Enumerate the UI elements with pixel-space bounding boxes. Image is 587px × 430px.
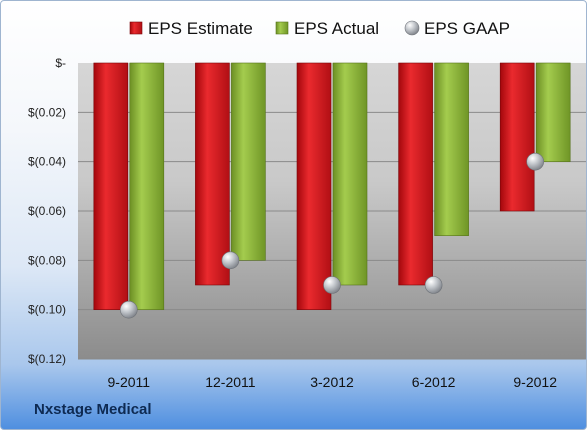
marker-eps-gaap [221,251,240,270]
bars [93,62,571,319]
bar-eps-estimate [93,62,129,310]
y-tick-label: $(0.12) [28,352,66,366]
bar-eps-estimate [296,62,332,310]
bar-eps-actual [434,62,469,236]
y-tick-label: $(0.10) [28,303,66,317]
y-tick-label: $(0.04) [28,155,66,169]
legend-swatch [275,21,289,35]
bar-eps-actual [332,62,368,286]
bar-eps-estimate [195,62,230,286]
bar-eps-actual [129,62,165,310]
x-tick-label: 6-2012 [412,374,456,390]
bar-eps-actual [535,62,571,162]
y-tick-label: $- [55,56,66,70]
legend: EPS Estimate EPS Actual EPS GAAP [129,19,510,38]
marker-eps-gaap [526,152,545,171]
bar-eps-estimate [499,62,535,212]
legend-swatch [404,20,420,36]
marker-eps-gaap [323,276,341,294]
company-name: Nxstage Medical [34,401,152,418]
x-tick-label: 9-2012 [513,374,557,390]
x-tick-label: 3-2012 [310,374,354,390]
x-tick-label: 12-2011 [205,374,256,390]
marker-eps-gaap [120,300,138,319]
legend-label: EPS Estimate [148,19,253,38]
marker-eps-gaap [424,276,443,294]
bar-eps-estimate [398,62,433,286]
y-tick-label: $(0.08) [28,253,66,267]
y-axis: $- $(0.02) $(0.04) $(0.06) $(0.08) $(0.10) $(0… [28,56,66,366]
legend-label: EPS GAAP [424,19,510,38]
bar-eps-actual [231,62,266,261]
x-axis: 9-2011 12-2011 3-2012 6-2012 9-2012 [108,374,558,390]
legend-label: EPS Actual [294,19,379,38]
x-tick-label: 9-2011 [108,374,151,390]
y-tick-label: $(0.06) [28,204,66,218]
legend-swatch [129,21,143,35]
y-tick-label: $(0.02) [28,105,66,119]
